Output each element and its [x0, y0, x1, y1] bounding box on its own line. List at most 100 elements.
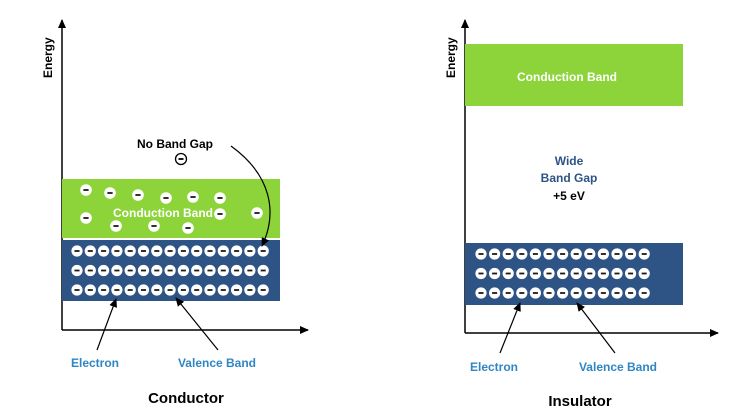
valence-electron	[231, 284, 243, 296]
valence-electron	[231, 245, 243, 257]
valence-electron	[543, 248, 555, 260]
valence-electron	[597, 267, 610, 280]
valence-electron	[475, 287, 487, 299]
free-electron	[148, 220, 160, 232]
free-electron	[251, 207, 263, 219]
valence-electron	[111, 245, 123, 257]
valence-electron	[164, 264, 176, 277]
valence-electron	[244, 245, 256, 257]
valence-electron	[191, 284, 203, 296]
valence-electron	[177, 264, 189, 277]
insulator-conduction-band	[465, 44, 683, 106]
valence-electron	[177, 284, 189, 296]
valence-electron	[191, 264, 203, 277]
valence-electron	[151, 245, 163, 257]
valence-electron	[570, 248, 582, 260]
conductor-conduction-band	[62, 179, 280, 238]
valence-electron	[625, 248, 637, 260]
valence-electron	[611, 267, 623, 280]
valence-electron	[137, 284, 150, 296]
valence-electron	[638, 248, 650, 260]
valence-electron	[475, 248, 487, 260]
valence-electron	[98, 264, 110, 277]
insulator-gap-line1: Wide	[555, 154, 584, 168]
valence-electron	[244, 284, 256, 296]
insulator-title: Insulator	[548, 393, 612, 410]
insulator-energy-label: Energy	[444, 37, 458, 78]
free-electron	[80, 212, 92, 224]
insulator-diagram: Energy Conduction Band Wide Band Gap +5 …	[444, 19, 719, 410]
conductor-energy-label: Energy	[41, 37, 55, 78]
valence-electron	[217, 245, 229, 257]
free-electron	[182, 222, 194, 234]
valence-electron	[124, 264, 136, 277]
valence-electron	[124, 284, 136, 296]
valence-electron	[475, 267, 487, 280]
valence-electron	[204, 284, 216, 296]
free-electron	[80, 184, 92, 196]
conductor-valence-electrons	[71, 245, 269, 296]
valence-electron	[638, 267, 650, 280]
conductor-gap-arrow	[230, 145, 271, 247]
conductor-electron-arrow	[96, 298, 117, 351]
insulator-valence-electrons	[475, 248, 650, 299]
valence-electron	[231, 264, 243, 277]
valence-electron	[557, 287, 569, 299]
valence-electron	[217, 284, 229, 296]
valence-electron	[570, 287, 582, 299]
valence-electron	[111, 284, 123, 296]
free-electron	[110, 220, 122, 232]
valence-electron	[124, 245, 136, 257]
valence-electron	[638, 287, 650, 299]
conductor-conduction-band-label: Conduction Band	[113, 206, 213, 220]
valence-electron	[84, 245, 96, 257]
insulator-electron-arrow	[499, 302, 521, 354]
insulator-gap-line2: Band Gap	[541, 171, 598, 185]
free-electron	[132, 189, 144, 201]
valence-electron	[257, 245, 269, 257]
valence-electron	[489, 267, 501, 280]
valence-electron	[584, 267, 596, 280]
valence-electron	[177, 245, 189, 257]
valence-electron	[625, 287, 637, 299]
free-electron	[160, 192, 172, 204]
valence-electron	[529, 267, 542, 280]
insulator-valence-label: Valence Band	[579, 360, 657, 374]
conductor-valence-label: Valence Band	[178, 356, 256, 370]
valence-electron	[164, 245, 176, 257]
free-electron	[214, 192, 226, 204]
valence-electron	[257, 264, 269, 277]
valence-electron	[98, 284, 110, 296]
valence-electron	[84, 264, 96, 277]
valence-electron	[611, 248, 623, 260]
valence-electron	[84, 284, 96, 296]
insulator-valence-arrow	[576, 302, 616, 354]
conductor-gap-label: No Band Gap	[137, 137, 213, 151]
valence-electron	[625, 267, 637, 280]
free-electron	[214, 208, 226, 220]
valence-electron	[502, 248, 514, 260]
insulator-conduction-band-label: Conduction Band	[517, 70, 617, 84]
valence-electron	[529, 287, 542, 299]
insulator-electron-label: Electron	[470, 360, 518, 374]
insulator-gap-value: +5 eV	[553, 189, 585, 203]
valence-electron	[489, 248, 501, 260]
valence-electron	[71, 245, 83, 257]
valence-electron	[516, 287, 528, 299]
free-electron	[104, 187, 116, 199]
valence-electron	[151, 284, 163, 296]
valence-electron	[543, 267, 555, 280]
valence-electron	[111, 264, 123, 277]
valence-electron	[151, 264, 163, 277]
valence-electron	[611, 287, 623, 299]
valence-electron	[137, 245, 150, 257]
valence-electron	[71, 264, 83, 277]
valence-electron	[570, 267, 582, 280]
valence-electron	[137, 264, 150, 277]
valence-electron	[71, 284, 83, 296]
valence-electron	[244, 264, 256, 277]
valence-electron	[516, 248, 528, 260]
valence-electron	[217, 264, 229, 277]
valence-electron	[529, 248, 542, 260]
